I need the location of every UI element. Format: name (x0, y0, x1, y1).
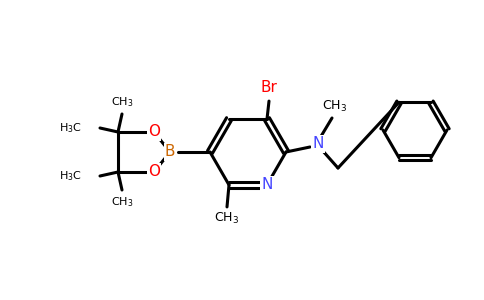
Text: CH$_3$: CH$_3$ (322, 98, 348, 113)
Text: CH$_3$: CH$_3$ (214, 212, 240, 226)
Text: N: N (312, 136, 324, 152)
Text: CH$_3$: CH$_3$ (111, 95, 133, 109)
Text: B: B (165, 145, 175, 160)
Text: O: O (148, 164, 160, 179)
Text: O: O (148, 124, 160, 140)
Text: N: N (261, 177, 272, 192)
Text: H$_3$C: H$_3$C (59, 169, 82, 183)
Text: H$_3$C: H$_3$C (59, 121, 82, 135)
Text: Br: Br (260, 80, 277, 94)
Text: CH$_3$: CH$_3$ (111, 195, 133, 209)
